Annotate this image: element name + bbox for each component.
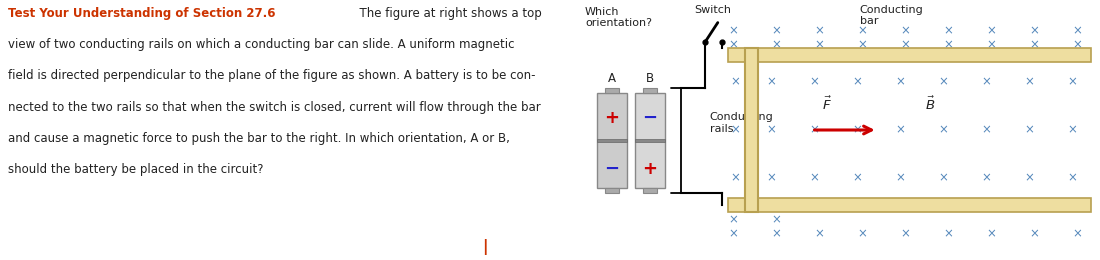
- Text: Conducting
rails: Conducting rails: [710, 112, 773, 134]
- Text: |: |: [482, 239, 488, 255]
- Text: ×: ×: [852, 124, 862, 136]
- Bar: [635, 93, 664, 188]
- Text: ×: ×: [1024, 124, 1034, 136]
- Text: ×: ×: [987, 38, 997, 51]
- Text: ×: ×: [895, 76, 905, 89]
- Text: ×: ×: [987, 227, 997, 240]
- Text: ×: ×: [1072, 227, 1082, 240]
- Text: ×: ×: [745, 124, 755, 136]
- Text: ×: ×: [1072, 24, 1082, 37]
- Text: ×: ×: [729, 213, 739, 226]
- Bar: [728, 48, 1091, 62]
- Text: ×: ×: [981, 124, 991, 136]
- Text: ×: ×: [767, 171, 777, 184]
- Text: +: +: [604, 109, 619, 127]
- Text: and cause a magnetic force to push the bar to the right. In which orientation, A: and cause a magnetic force to push the b…: [8, 132, 509, 145]
- Text: ×: ×: [767, 76, 777, 89]
- Text: ×: ×: [981, 171, 991, 184]
- Text: ×: ×: [858, 227, 868, 240]
- Text: ×: ×: [810, 76, 820, 89]
- Text: ×: ×: [895, 171, 905, 184]
- Text: nected to the two rails so that when the switch is closed, current will flow thr: nected to the two rails so that when the…: [8, 101, 540, 114]
- Bar: [746, 48, 758, 212]
- Text: ×: ×: [745, 171, 755, 184]
- Text: ×: ×: [1072, 38, 1082, 51]
- Text: +: +: [642, 160, 658, 178]
- Text: Switch: Switch: [694, 5, 732, 15]
- Text: ×: ×: [729, 227, 739, 240]
- Text: ×: ×: [944, 24, 954, 37]
- Text: ×: ×: [772, 227, 782, 240]
- Text: ×: ×: [1030, 38, 1040, 51]
- Text: ×: ×: [944, 38, 954, 51]
- Bar: [597, 139, 627, 142]
- Text: ×: ×: [729, 38, 739, 51]
- Bar: [635, 139, 664, 142]
- Text: ×: ×: [767, 124, 777, 136]
- Text: ×: ×: [810, 124, 820, 136]
- Text: ×: ×: [981, 76, 991, 89]
- Text: ×: ×: [938, 124, 948, 136]
- Text: ×: ×: [730, 124, 740, 136]
- Text: ×: ×: [729, 24, 739, 37]
- Text: $\vec{F}$: $\vec{F}$: [822, 96, 832, 113]
- Text: ×: ×: [852, 76, 862, 89]
- Text: ×: ×: [815, 24, 825, 37]
- Text: ×: ×: [858, 24, 868, 37]
- Text: −: −: [604, 160, 619, 178]
- Text: ×: ×: [901, 24, 911, 37]
- Text: A: A: [608, 72, 616, 85]
- Bar: [605, 88, 618, 93]
- Text: ×: ×: [895, 124, 905, 136]
- Text: ×: ×: [1030, 24, 1040, 37]
- Text: ×: ×: [852, 171, 862, 184]
- Text: ×: ×: [901, 227, 911, 240]
- Text: ×: ×: [987, 24, 997, 37]
- Text: view of two conducting rails on which a conducting bar can slide. A uniform magn: view of two conducting rails on which a …: [8, 38, 514, 51]
- Text: ×: ×: [810, 171, 820, 184]
- Text: ×: ×: [1067, 171, 1077, 184]
- Text: ×: ×: [815, 38, 825, 51]
- Text: field is directed perpendicular to the plane of the figure as shown. A battery i: field is directed perpendicular to the p…: [8, 69, 536, 82]
- Bar: [644, 88, 657, 93]
- Text: ×: ×: [944, 227, 954, 240]
- Bar: [644, 188, 657, 193]
- Text: ×: ×: [1024, 171, 1034, 184]
- Text: B: B: [646, 72, 653, 85]
- Text: ×: ×: [730, 171, 740, 184]
- Bar: [728, 198, 1091, 212]
- Text: ×: ×: [772, 38, 782, 51]
- Text: ×: ×: [815, 227, 825, 240]
- Text: ×: ×: [858, 38, 868, 51]
- Text: ×: ×: [938, 171, 948, 184]
- Text: −: −: [642, 109, 658, 127]
- Text: ×: ×: [901, 38, 911, 51]
- Bar: [597, 93, 627, 188]
- Text: Test Your Understanding of Section 27.6: Test Your Understanding of Section 27.6: [8, 7, 275, 20]
- Text: ×: ×: [772, 24, 782, 37]
- Text: The figure at right shows a top: The figure at right shows a top: [352, 7, 542, 20]
- Text: ×: ×: [1067, 124, 1077, 136]
- Text: ×: ×: [1067, 76, 1077, 89]
- Text: ×: ×: [745, 76, 755, 89]
- Text: ×: ×: [938, 76, 948, 89]
- Bar: [605, 188, 618, 193]
- Text: Which
orientation?: Which orientation?: [585, 7, 652, 28]
- Text: ×: ×: [1024, 76, 1034, 89]
- Text: should the battery be placed in the circuit?: should the battery be placed in the circ…: [8, 163, 263, 176]
- Text: ×: ×: [772, 213, 782, 226]
- Text: $\vec{B}$: $\vec{B}$: [924, 96, 935, 113]
- Text: ×: ×: [1030, 227, 1040, 240]
- Text: ×: ×: [730, 76, 740, 89]
- Text: Conducting
bar: Conducting bar: [859, 5, 923, 26]
